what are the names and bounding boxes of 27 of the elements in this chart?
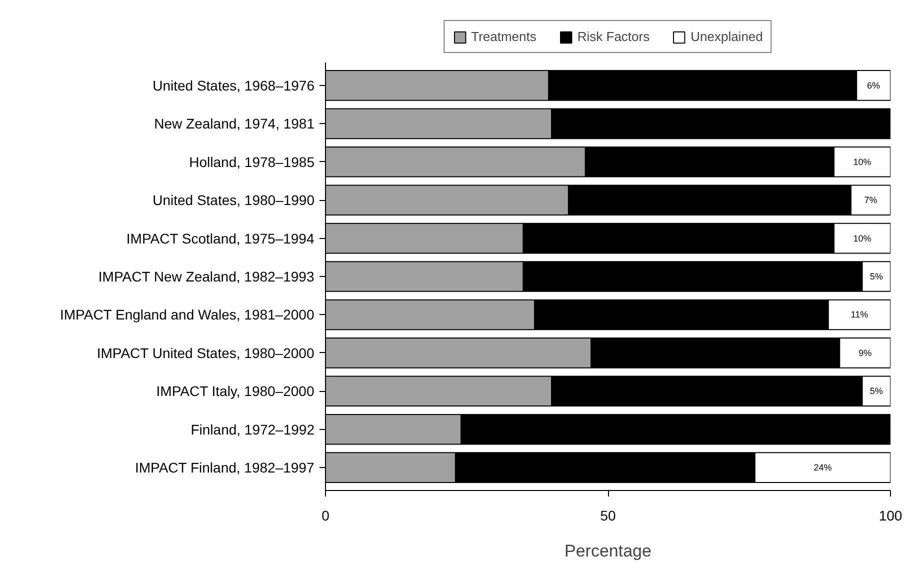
data-label: 11% — [850, 310, 868, 320]
data-label: 10% — [853, 156, 872, 167]
y-tick-label: IMPACT Scotland, 1975–1994 — [126, 230, 314, 246]
y-tick-label: IMPACT Finland, 1982–1997 — [134, 460, 314, 476]
data-label: 9% — [858, 348, 872, 358]
y-tick-label: Holland, 1978–1985 — [189, 154, 315, 170]
legend-label: Unexplained — [690, 29, 763, 44]
legend-label: Treatments — [471, 29, 536, 44]
data-label: 10% — [853, 233, 872, 244]
y-tick-label: IMPACT Italy, 1980–2000 — [156, 383, 314, 400]
y-tick-label: New Zealand, 1974, 1981 — [154, 116, 315, 132]
x-tick-label: 0 — [322, 508, 330, 524]
data-label: 5% — [870, 386, 883, 396]
data-label: 6% — [867, 80, 880, 90]
legend-label: Risk Factors — [577, 29, 650, 44]
data-label: 5% — [870, 272, 883, 282]
y-tick-label: United States, 1980–1990 — [152, 192, 315, 208]
y-tick-label: IMPACT New Zealand, 1982–1993 — [98, 268, 314, 285]
x-tick-label: 50 — [600, 508, 616, 524]
y-tick-label: IMPACT United States, 1980–2000 — [96, 344, 314, 361]
data-label: 7% — [864, 195, 878, 206]
y-tick-label: Finland, 1972–1992 — [190, 421, 315, 438]
x-axis-title: Percentage — [564, 542, 652, 560]
y-tick-label: IMPACT England and Wales, 1981–2000 — [60, 306, 314, 323]
y-tick-label: United States, 1968–1976 — [152, 77, 315, 94]
data-label: 24% — [814, 462, 832, 473]
x-tick-label: 100 — [878, 508, 902, 524]
